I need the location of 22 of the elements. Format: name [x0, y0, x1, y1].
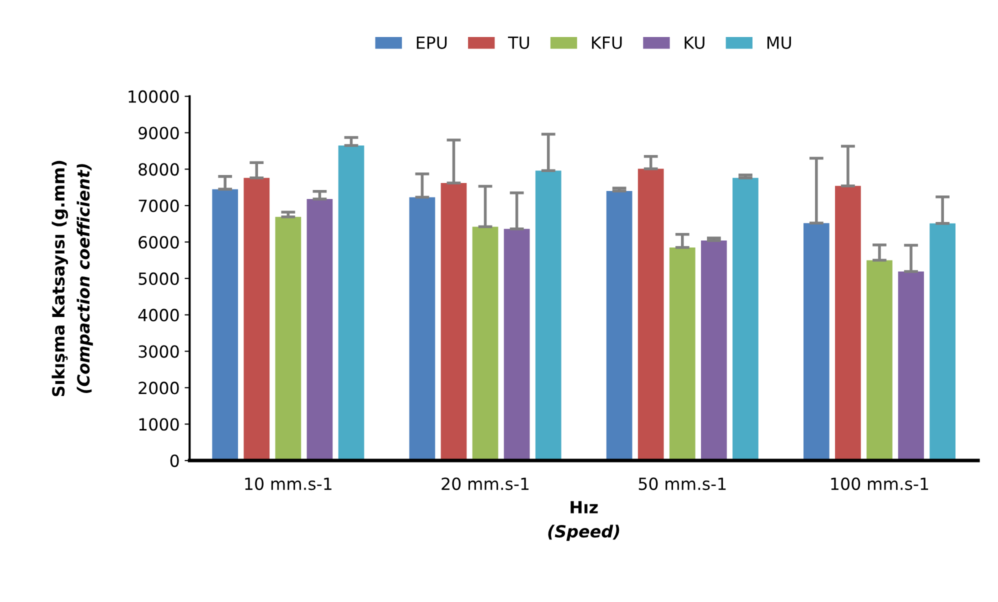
legend-label: KFU — [592, 36, 622, 49]
legend-label: TU — [508, 36, 529, 49]
y-tick-label: 2000 — [138, 382, 179, 394]
x-tick-label: 100 mm.s-1 — [831, 477, 928, 490]
x-tick-label: 20 mm.s-1 — [442, 477, 529, 490]
y-tick-label: 6000 — [138, 236, 179, 249]
y-tick-label: 0 — [170, 454, 179, 468]
x-tick-label: 10 mm.s-1 — [245, 477, 332, 490]
y-tick-label: 1000 — [139, 418, 179, 431]
y-tick-label: 8000 — [138, 163, 179, 176]
x-tick-label: 50 mm.s-1 — [638, 477, 726, 490]
y-tick-label: 9000 — [138, 126, 179, 140]
y-tick-label: 3000 — [138, 345, 179, 358]
y-tick-label: 10000 — [128, 90, 179, 103]
y-tick-label: 7000 — [138, 200, 179, 212]
legend-label: MU — [767, 36, 791, 49]
legend-label: EPU — [416, 36, 447, 49]
y-tick-label: 5000 — [138, 272, 179, 285]
y-tick-label: 4000 — [138, 308, 179, 322]
legend-label: KU — [684, 36, 704, 49]
x-axis-title: Hız (Speed) — [548, 501, 620, 541]
y-axis-title: Sıkışma Katsayısı (g.mm) (Compaction coefficient) — [52, 160, 93, 396]
